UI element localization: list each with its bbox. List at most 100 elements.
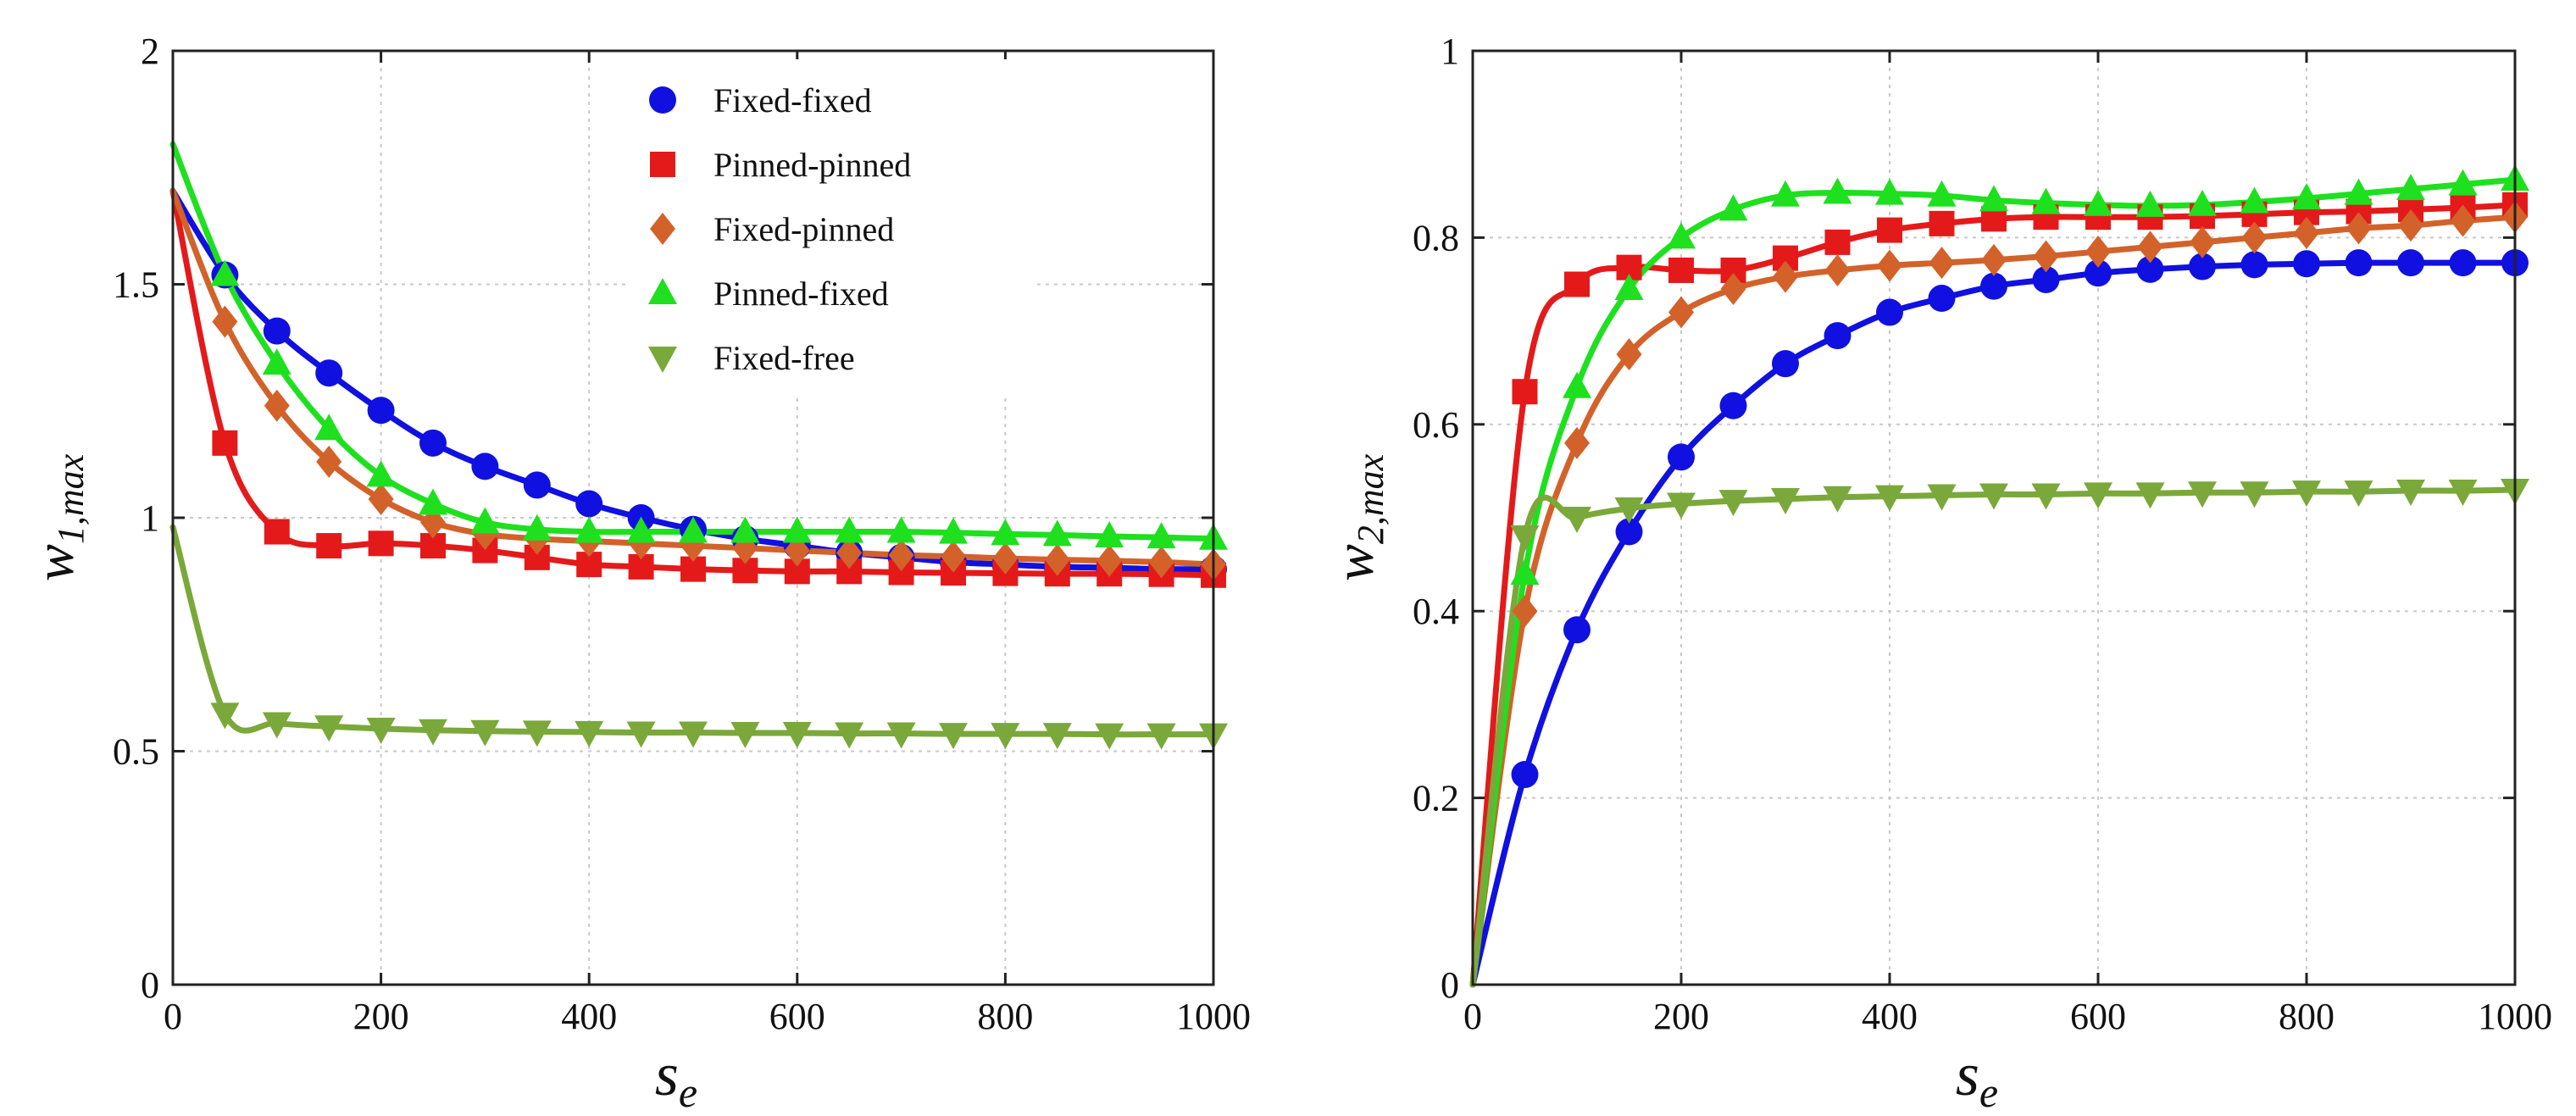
data-point-pinned-fixed bbox=[2135, 190, 2165, 217]
data-point-fixed-pinned bbox=[1929, 247, 1955, 280]
data-point-pinned-fixed bbox=[210, 259, 240, 286]
data-point-fixed-fixed bbox=[2240, 251, 2268, 279]
data-point-fixed-pinned bbox=[1616, 338, 1642, 371]
data-point-pinned-fixed bbox=[1510, 558, 1540, 586]
y-axis-label-subscript: 1,max bbox=[50, 453, 92, 544]
data-point-pinned-fixed bbox=[2448, 169, 2478, 196]
data-point-fixed-pinned bbox=[368, 482, 394, 515]
chart-left: 0 200 400 600 800 1000 0 0.5 1 1.5 2 se w1,max Fixed-… bbox=[24, 31, 1251, 1116]
data-point-fixed-free bbox=[1563, 507, 1591, 533]
legend-box bbox=[627, 59, 1034, 398]
legend-label-pinned-fixed: Pinned-fixed bbox=[713, 275, 889, 313]
y-tick-label: 0.8 bbox=[1413, 217, 1459, 258]
data-point-fixed-free bbox=[262, 712, 291, 739]
data-point-pinned-fixed bbox=[1718, 194, 1748, 221]
x-axis-label: se bbox=[1956, 1041, 1998, 1116]
data-point-fixed-pinned bbox=[1096, 544, 1123, 577]
data-point-fixed-pinned bbox=[2033, 240, 2059, 273]
data-point-fixed-pinned bbox=[1824, 253, 1851, 286]
data-point-fixed-fixed bbox=[1615, 518, 1643, 546]
data-point-fixed-free bbox=[419, 719, 447, 746]
data-point-fixed-fixed bbox=[2136, 255, 2164, 283]
y-tick-label: 0.6 bbox=[1413, 404, 1459, 446]
legend-label-pinned-pinned: Pinned-pinned bbox=[713, 146, 911, 184]
data-point-fixed-fixed bbox=[2032, 265, 2060, 293]
data-point-fixed-pinned bbox=[836, 536, 863, 569]
data-point-pinned-fixed bbox=[2240, 186, 2269, 214]
data-point-fixed-free bbox=[782, 722, 812, 749]
x-axis-label: se bbox=[655, 1041, 697, 1116]
data-point-pinned-fixed bbox=[1563, 371, 1591, 398]
x-tick-label: 400 bbox=[561, 996, 617, 1037]
y-tick-label: 2 bbox=[141, 31, 159, 72]
data-point-pinned-fixed bbox=[2031, 187, 2061, 214]
axes-frame bbox=[1471, 49, 2517, 986]
legend-label-fixed-free: Fixed-free bbox=[713, 339, 855, 377]
series-line-pinned-fixed bbox=[169, 141, 1217, 542]
data-point-fixed-free bbox=[575, 720, 604, 747]
data-point-pinned-fixed bbox=[1771, 180, 1800, 207]
data-point-fixed-free bbox=[679, 721, 708, 748]
y-tick-label: 0.5 bbox=[113, 731, 159, 773]
data-point-fixed-pinned bbox=[2346, 212, 2372, 245]
data-point-fixed-free bbox=[470, 719, 500, 747]
data-point-fixed-free bbox=[2344, 480, 2373, 508]
legend-marker-fixed-fixed bbox=[649, 86, 676, 114]
legend-label-fixed-pinned: Fixed-pinned bbox=[713, 210, 894, 248]
legend-marker-fixed-free bbox=[648, 347, 677, 373]
y-tick-label: 0.4 bbox=[1413, 591, 1459, 632]
data-point-pinned-pinned bbox=[1512, 379, 1538, 405]
data-point-pinned-fixed bbox=[1614, 274, 1644, 301]
data-point-fixed-fixed bbox=[2085, 259, 2112, 287]
data-point-fixed-pinned bbox=[2450, 204, 2476, 237]
data-point-pinned-pinned bbox=[264, 519, 290, 545]
series-line-fixed-free bbox=[169, 524, 1217, 738]
x-tick-label: 0 bbox=[1463, 996, 1482, 1037]
y-axis-label-subscript: 2,max bbox=[1350, 453, 1391, 544]
data-point-fixed-free bbox=[1667, 492, 1696, 519]
data-point-pinned-fixed bbox=[2396, 174, 2425, 201]
data-point-fixed-free bbox=[1042, 723, 1072, 750]
data-point-fixed-fixed bbox=[2345, 249, 2373, 277]
data-point-fixed-fixed bbox=[2189, 253, 2216, 280]
data-point-pinned-fixed bbox=[575, 516, 604, 543]
data-point-pinned-fixed bbox=[782, 516, 812, 543]
data-point-fixed-free bbox=[2188, 481, 2217, 508]
data-point-pinned-fixed bbox=[730, 516, 760, 543]
data-point-fixed-free bbox=[1979, 483, 2008, 510]
data-point-pinned-pinned bbox=[1929, 210, 1955, 236]
series-line-fixed-pinned bbox=[169, 187, 1217, 568]
legend: Fixed-fixed Pinned-pinned Fixed-pinned Pinn… bbox=[627, 59, 1034, 398]
data-point-fixed-fixed bbox=[2293, 250, 2320, 278]
data-point-pinned-pinned bbox=[1564, 271, 1590, 297]
data-point-pinned-fixed bbox=[1095, 521, 1124, 548]
data-point-fixed-free bbox=[1510, 525, 1540, 552]
data-point-pinned-fixed bbox=[522, 514, 552, 541]
data-point-fixed-free bbox=[2448, 480, 2478, 507]
data-point-pinned-fixed bbox=[2084, 189, 2112, 216]
data-point-pinned-fixed bbox=[1146, 522, 1176, 549]
data-point-pinned-fixed bbox=[1875, 178, 1904, 205]
data-point-fixed-free bbox=[522, 720, 552, 747]
data-point-fixed-pinned bbox=[1668, 296, 1694, 329]
data-point-fixed-free bbox=[1614, 497, 1644, 524]
y-tick-label: 1 bbox=[141, 497, 159, 539]
x-tick-label: 600 bbox=[2070, 996, 2126, 1037]
data-point-fixed-fixed bbox=[367, 397, 395, 425]
data-point-fixed-fixed bbox=[1719, 391, 1747, 419]
x-tick-label: 0 bbox=[164, 996, 182, 1037]
data-point-fixed-free bbox=[2135, 482, 2165, 509]
data-point-pinned-fixed bbox=[419, 488, 447, 515]
data-point-fixed-free bbox=[314, 715, 344, 742]
data-point-pinned-fixed bbox=[470, 507, 500, 534]
data-point-pinned-fixed bbox=[835, 516, 864, 543]
data-point-fixed-pinned bbox=[2190, 225, 2215, 258]
data-point-fixed-pinned bbox=[1148, 546, 1174, 579]
data-point-pinned-fixed bbox=[1979, 185, 2008, 212]
data-point-fixed-free bbox=[2031, 483, 2061, 510]
y-tick-label: 1 bbox=[1441, 31, 1459, 72]
data-point-fixed-free bbox=[1875, 485, 1904, 512]
data-point-fixed-free bbox=[991, 723, 1020, 750]
data-point-fixed-fixed bbox=[1563, 616, 1591, 644]
data-point-fixed-pinned bbox=[1564, 426, 1590, 459]
